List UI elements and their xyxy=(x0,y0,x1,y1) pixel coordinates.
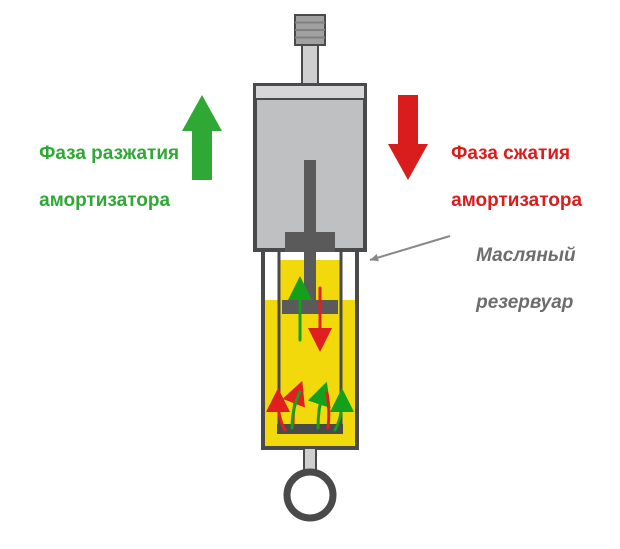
piston-head xyxy=(282,300,338,314)
rebound-line2: амортизатора xyxy=(39,190,170,211)
reservoir-line2: резервуар xyxy=(476,292,573,313)
upper-rod xyxy=(302,45,318,85)
rebound-line1: Фаза разжатия xyxy=(39,143,179,164)
flow-arrow-icon xyxy=(327,393,329,428)
reservoir-line1: Масляный xyxy=(476,245,576,266)
lower-stem xyxy=(304,448,316,470)
oil-reservoir-label: Масляный резервуар xyxy=(455,220,576,339)
rebound-arrow-icon xyxy=(182,95,222,180)
mounting-eye xyxy=(287,472,333,518)
base-valve xyxy=(277,424,343,434)
compression-line2: амортизатора xyxy=(451,190,582,211)
compression-phase-label: Фаза сжатия амортизатора xyxy=(430,118,582,237)
compression-line1: Фаза сжатия xyxy=(451,143,570,164)
diagram-stage: Фаза разжатия амортизатора Фаза сжатия а… xyxy=(0,0,620,549)
rebound-phase-label: Фаза разжатия амортизатора xyxy=(18,118,179,237)
compression-arrow-icon xyxy=(388,95,428,180)
pointer-arrow-icon xyxy=(370,236,450,260)
